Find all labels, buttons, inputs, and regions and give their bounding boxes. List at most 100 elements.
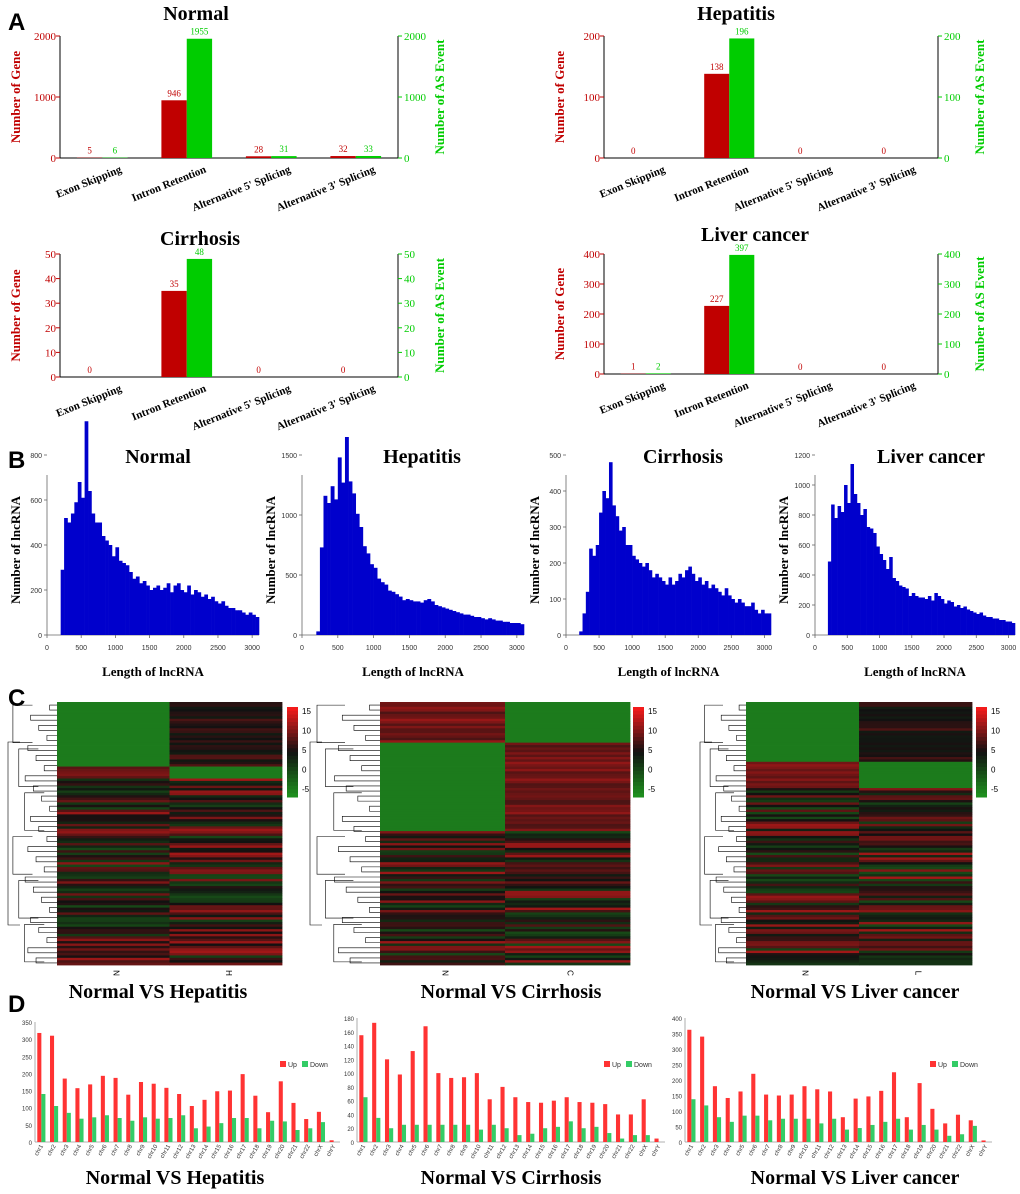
heatmap-cell (380, 871, 506, 875)
hist-bar (853, 494, 858, 635)
bar-down (504, 1128, 509, 1142)
color-scale-step (287, 737, 298, 742)
color-scale-step (976, 744, 987, 749)
bar-down (363, 1097, 368, 1142)
heatmap-cell (380, 924, 506, 928)
heatmap-cell (380, 888, 506, 892)
y-tick-label: 200 (22, 1072, 33, 1078)
hist-bar (921, 597, 925, 635)
bar-up (189, 1106, 194, 1142)
y-tick-label: 400 (30, 543, 42, 550)
x-tick-label: chr19 (585, 1143, 598, 1160)
hist-bar (589, 548, 593, 635)
value-label-event: 48 (195, 247, 205, 257)
dendrogram-branch (38, 724, 57, 731)
hist-bar (671, 584, 676, 635)
hist-bar (1002, 620, 1006, 635)
dendrogram-branch (46, 937, 57, 944)
heatmap-cell (746, 895, 860, 899)
heatmap-cell (169, 785, 283, 789)
heatmap-cell (505, 764, 631, 767)
heatmap-cell (859, 826, 973, 830)
heatmap-cell (859, 931, 973, 935)
heatmap-cell (505, 718, 631, 722)
heatmap-cell (859, 883, 973, 887)
bar-down (453, 1124, 458, 1142)
hist-bar (77, 482, 82, 635)
heatmap-cell (57, 733, 170, 736)
heatmap-cell (169, 910, 283, 913)
heatmap-cell (746, 713, 860, 717)
tick-label-left: 50 (45, 249, 57, 261)
heatmap-cell (505, 723, 631, 727)
hist-bar (681, 577, 686, 635)
heatmap-cell (505, 890, 631, 894)
heatmap-cell (859, 926, 973, 930)
hist-bar (88, 491, 92, 635)
heatmap-cell (859, 857, 973, 861)
heatmap-cell (380, 912, 506, 916)
bar-up (564, 1097, 569, 1142)
heatmap-cell (505, 835, 631, 839)
x-tick-label: Intron Retention (130, 383, 208, 424)
x-tick-label: chr10 (147, 1143, 160, 1160)
value-label-gene: 1 (631, 362, 636, 372)
hist-bar (190, 594, 195, 635)
heatmap-cell (505, 725, 631, 729)
heatmap-cell (746, 747, 860, 751)
heatmap-cell (859, 725, 973, 729)
color-scale-step (287, 718, 298, 723)
heatmap-cell (169, 766, 283, 770)
heatmap-cell (380, 838, 506, 842)
x-tick-label: chrX (638, 1144, 649, 1158)
hist-bar (956, 605, 961, 635)
x-tick-label: chr6 (98, 1143, 109, 1157)
dendrogram-branch (35, 957, 57, 964)
hist-bar (976, 614, 980, 635)
heatmap-cell (746, 811, 860, 815)
heatmap-cell (380, 893, 506, 897)
hist-bar (931, 600, 935, 635)
hist-bar (837, 506, 842, 635)
x-tick-label: chr19 (261, 1143, 274, 1160)
tick-label-right: 1000 (404, 92, 427, 104)
hist-bar (238, 610, 243, 635)
y-tick-label: 200 (549, 561, 561, 568)
dendrogram-branch (738, 704, 746, 711)
heatmap-cell (57, 852, 170, 856)
heatmap-cell (746, 766, 860, 770)
legend-swatch-down (952, 1061, 958, 1067)
heatmap-cell (57, 878, 170, 882)
heatmap-cell (380, 921, 506, 925)
heatmap-cell (380, 895, 506, 899)
hist-bar (585, 591, 590, 635)
bar-gene (704, 73, 730, 158)
heatmap-cell (859, 819, 973, 822)
heatmap-cell (57, 874, 170, 877)
heatmap-cell (505, 857, 631, 861)
heatmap-cell (57, 718, 170, 722)
hist-bar (60, 569, 65, 635)
bar-up (802, 1086, 807, 1142)
bar-down (244, 1118, 249, 1142)
dendrogram-branch (704, 836, 723, 875)
heatmap-cell (169, 835, 283, 839)
heatmap-cell (380, 740, 506, 744)
heatmap-cell (746, 795, 860, 799)
color-scale-label: -5 (302, 785, 310, 794)
heatmap-cell (380, 759, 506, 763)
heatmap-cell (505, 821, 631, 825)
heatmap-cell (505, 756, 631, 760)
heatmap-cell (380, 771, 506, 775)
heatmap-cell (505, 917, 631, 920)
x-tick-label: chr1 (684, 1143, 695, 1157)
bar-up (100, 1075, 105, 1142)
dendrogram-branch (731, 795, 746, 802)
heatmap-cell (859, 764, 973, 767)
color-scale-label: 0 (302, 766, 307, 775)
hist-bar (744, 606, 749, 635)
dendrogram-branch (18, 748, 39, 787)
x-tick-label: chr4 (72, 1143, 83, 1157)
